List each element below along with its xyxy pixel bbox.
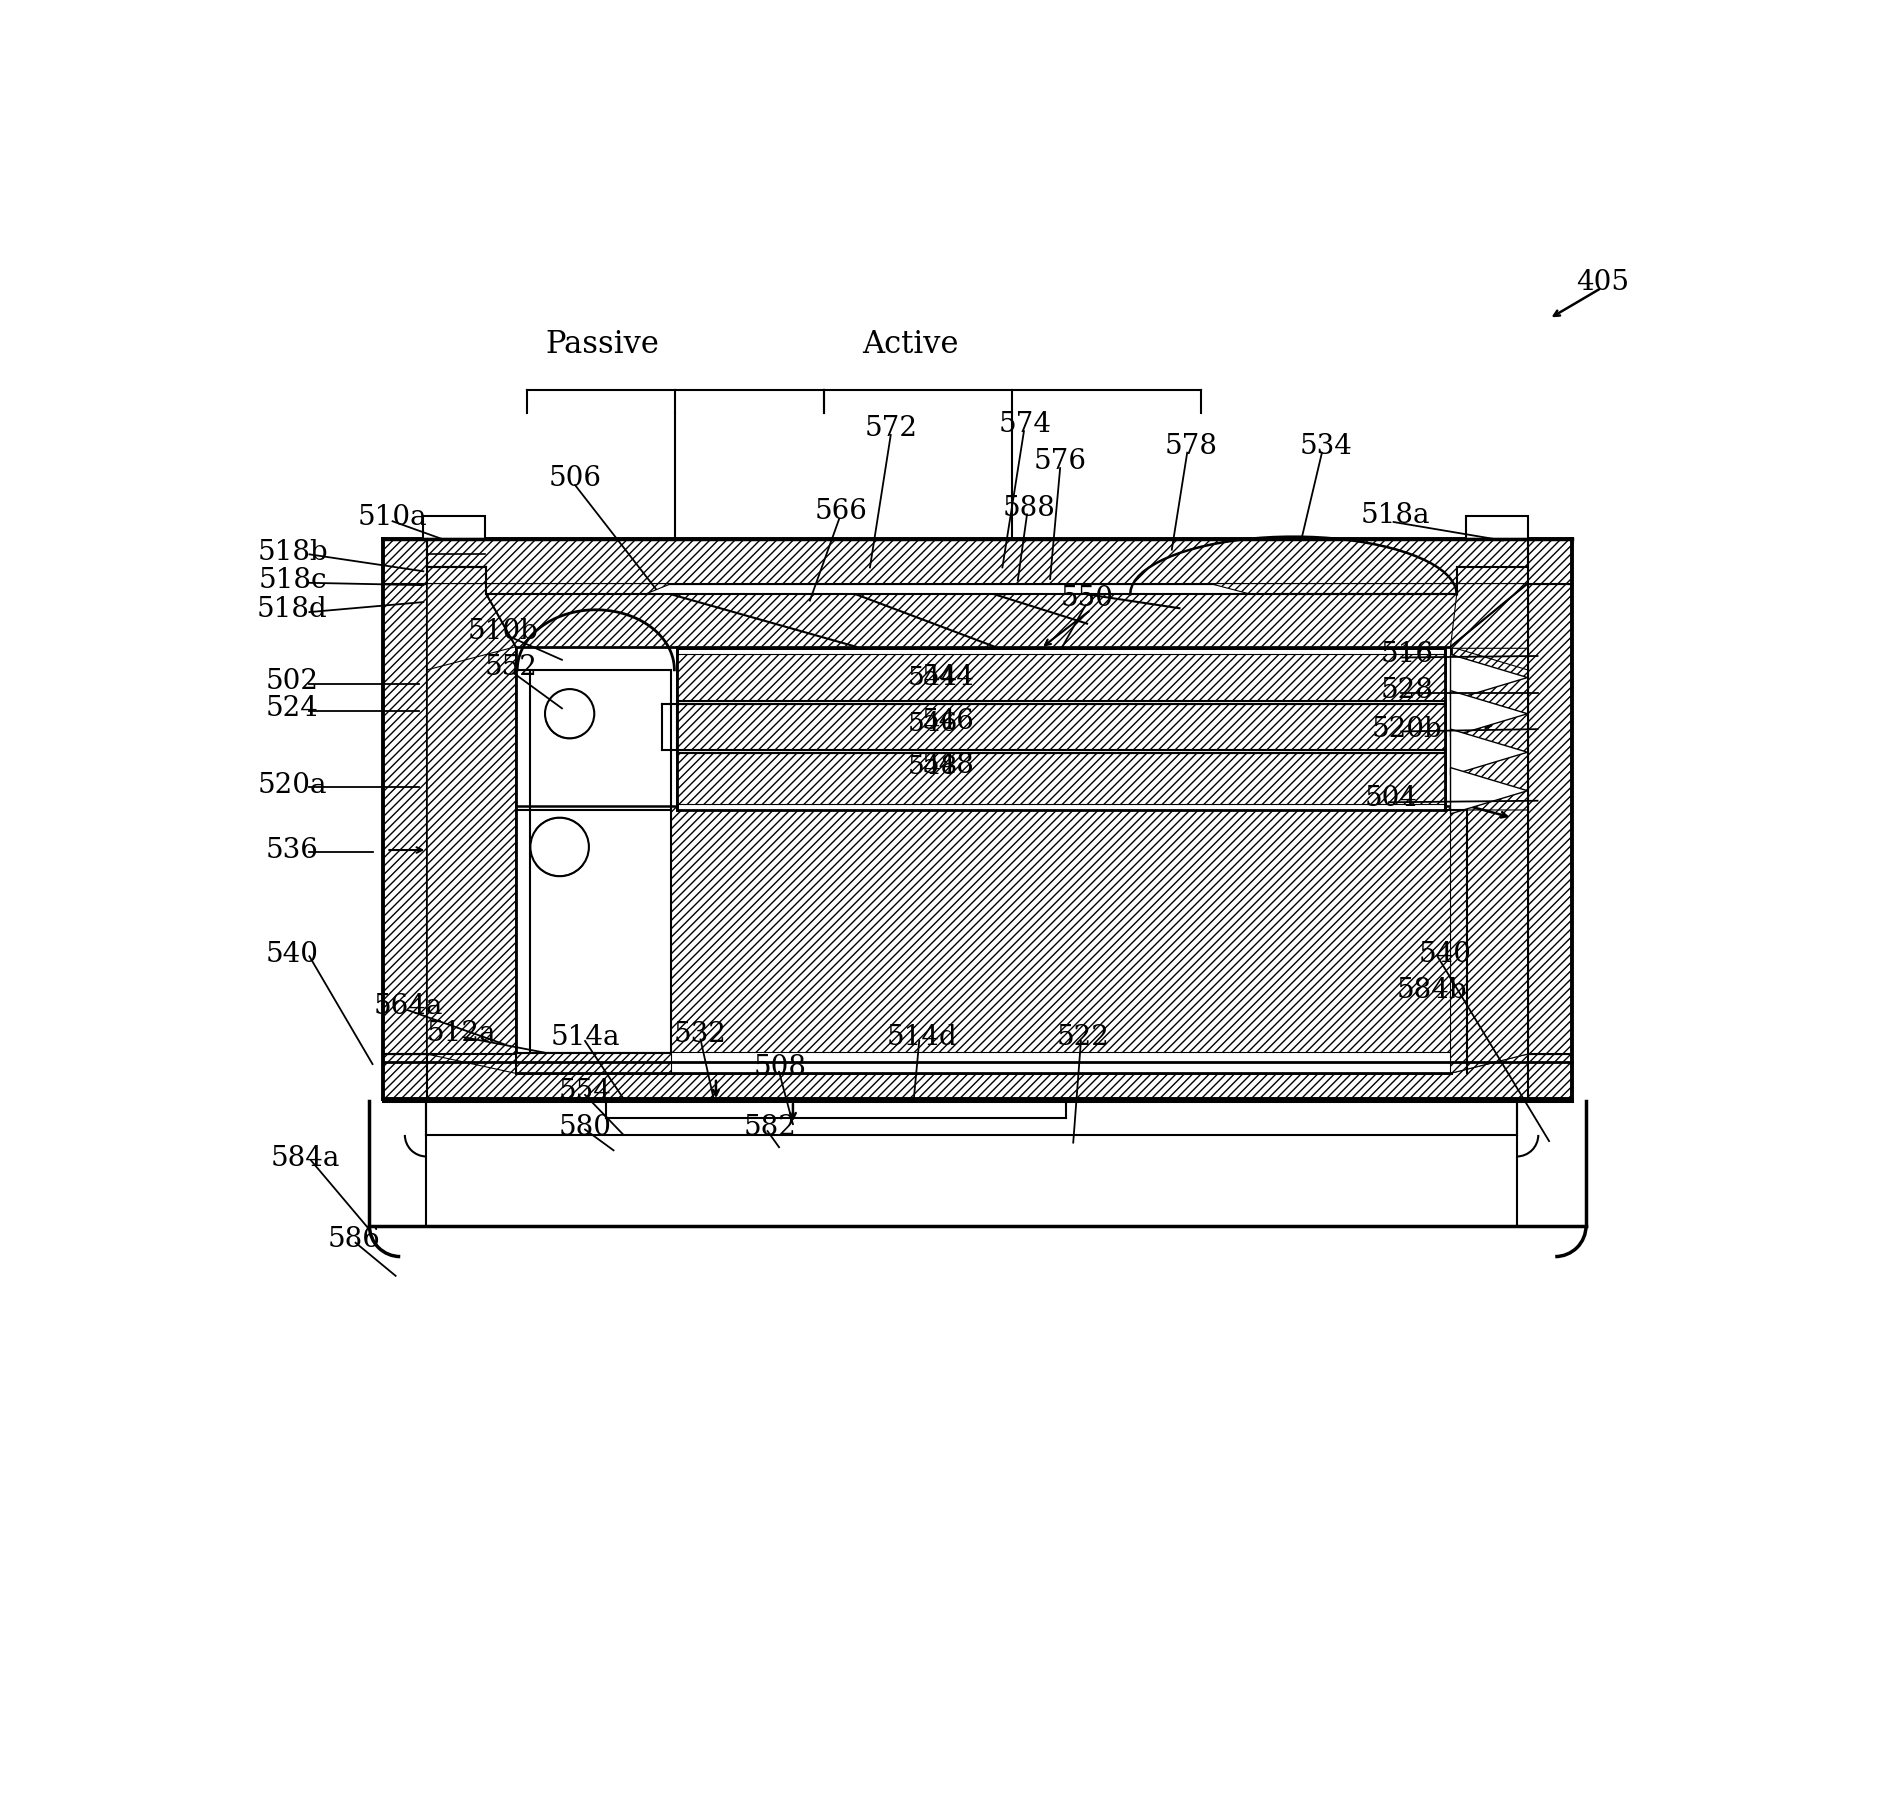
Polygon shape [1449, 655, 1526, 700]
Polygon shape [678, 655, 1443, 700]
Text: 548: 548 [907, 754, 958, 780]
Text: 510b: 510b [469, 619, 538, 644]
Text: 508: 508 [753, 1055, 807, 1082]
Text: 588: 588 [1003, 494, 1056, 521]
Polygon shape [516, 1053, 670, 1073]
Text: 405: 405 [1575, 270, 1628, 297]
Text: 576: 576 [1033, 449, 1086, 476]
Text: 552: 552 [484, 655, 536, 680]
Polygon shape [1449, 767, 1526, 814]
Text: 578: 578 [1163, 432, 1218, 459]
Circle shape [531, 818, 589, 876]
Text: 520a: 520a [258, 772, 327, 800]
Circle shape [544, 689, 595, 738]
Text: 532: 532 [674, 1022, 726, 1049]
Text: 546: 546 [907, 711, 958, 736]
Text: 582: 582 [743, 1114, 796, 1141]
Text: 504: 504 [1364, 785, 1417, 812]
Polygon shape [1449, 691, 1526, 736]
Text: 586: 586 [327, 1227, 380, 1254]
Polygon shape [1449, 810, 1526, 1073]
Text: 518c: 518c [258, 566, 326, 593]
Polygon shape [1449, 584, 1526, 648]
Text: 572: 572 [864, 416, 917, 443]
Text: Passive: Passive [544, 329, 659, 360]
Polygon shape [1210, 584, 1526, 669]
Text: 520b: 520b [1370, 716, 1442, 743]
Polygon shape [516, 648, 670, 1073]
Text: 510a: 510a [358, 505, 427, 530]
Text: 574: 574 [999, 411, 1052, 438]
Text: 550: 550 [1060, 586, 1112, 613]
Text: 534: 534 [1299, 432, 1351, 459]
Polygon shape [382, 539, 1571, 584]
Text: 518b: 518b [258, 539, 327, 566]
Text: 540: 540 [265, 941, 318, 968]
Text: 518d: 518d [258, 597, 327, 624]
Polygon shape [678, 704, 1443, 751]
Text: 566: 566 [813, 499, 866, 525]
Polygon shape [516, 807, 1449, 1073]
Text: 514d: 514d [886, 1024, 956, 1051]
Text: 502: 502 [265, 668, 318, 695]
Text: 536: 536 [265, 836, 318, 863]
Text: 512a: 512a [427, 1020, 497, 1047]
Polygon shape [486, 595, 1457, 648]
Text: 584b: 584b [1396, 977, 1466, 1004]
Text: 516: 516 [1380, 640, 1432, 668]
Polygon shape [678, 648, 1443, 810]
Text: 580: 580 [559, 1114, 612, 1141]
Polygon shape [427, 584, 670, 669]
Polygon shape [678, 753, 1443, 803]
Polygon shape [427, 584, 516, 1073]
Polygon shape [516, 1051, 1449, 1073]
Text: 548: 548 [922, 753, 975, 780]
Text: 540: 540 [1417, 941, 1472, 968]
Text: 544: 544 [922, 664, 975, 691]
Text: 544: 544 [907, 666, 958, 689]
Polygon shape [423, 516, 486, 539]
Text: 522: 522 [1056, 1024, 1108, 1051]
Text: 518a: 518a [1359, 503, 1428, 530]
Polygon shape [1526, 539, 1571, 1098]
Text: 528: 528 [1380, 677, 1432, 704]
Text: 524: 524 [265, 695, 318, 722]
Polygon shape [382, 539, 427, 1098]
Polygon shape [1466, 516, 1526, 539]
Text: Active: Active [862, 329, 958, 360]
Polygon shape [1449, 584, 1526, 1073]
Polygon shape [1449, 729, 1526, 776]
Text: 506: 506 [548, 465, 600, 492]
Text: 564a: 564a [373, 993, 442, 1020]
Text: 514a: 514a [550, 1024, 619, 1051]
Text: 554: 554 [559, 1078, 612, 1105]
Text: 546: 546 [922, 707, 975, 734]
Text: 584a: 584a [271, 1145, 341, 1172]
Polygon shape [382, 1055, 1571, 1098]
